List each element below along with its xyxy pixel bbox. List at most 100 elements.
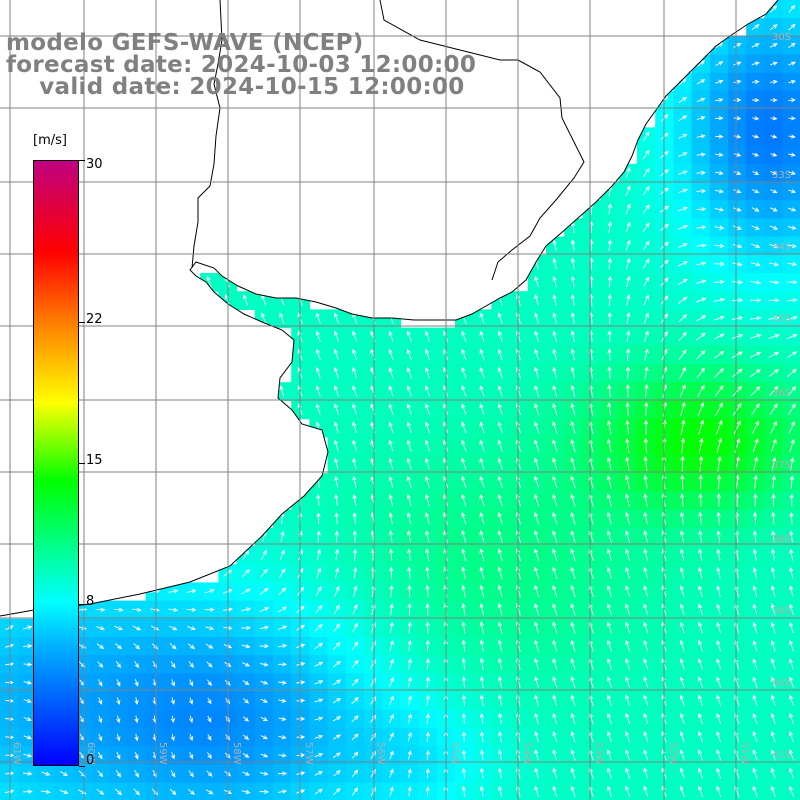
wind-arrow: [697, 401, 705, 417]
wind-arrow: [680, 401, 686, 417]
colorbar-tick-mark: [79, 160, 85, 161]
wind-arrow: [715, 79, 724, 84]
colorbar-tick-mark: [79, 604, 85, 605]
wind-arrow: [570, 348, 575, 361]
wind-arrow: [389, 768, 394, 778]
wind-arrow: [788, 79, 797, 84]
wind-arrow: [98, 733, 103, 742]
wind-arrow: [134, 697, 139, 706]
wind-arrow: [678, 78, 687, 86]
wind-arrow: [716, 511, 721, 525]
wind-arrow: [731, 316, 744, 321]
wind-arrow: [625, 694, 631, 707]
wind-arrow: [643, 676, 649, 688]
wind-arrow: [749, 351, 762, 358]
wind-arrow: [261, 549, 267, 560]
wind-arrow: [789, 621, 794, 634]
wind-arrow: [788, 694, 794, 707]
wind-arrow: [770, 134, 778, 139]
wind-arrow: [479, 312, 485, 324]
wind-arrow: [407, 768, 412, 778]
wind-arrow: [278, 753, 287, 758]
wind-arrow: [625, 239, 631, 251]
wind-arrow: [788, 23, 796, 31]
wind-arrow: [498, 767, 503, 779]
wind-arrow: [606, 657, 612, 670]
wind-arrow: [677, 224, 689, 230]
wind-arrow: [115, 770, 121, 778]
wind-arrow: [534, 312, 539, 324]
wind-arrow: [388, 348, 394, 361]
wind-arrow: [461, 385, 467, 397]
wind-arrow: [189, 752, 194, 760]
wind-arrow: [717, 455, 722, 472]
wind-arrow: [23, 735, 32, 740]
wind-arrow: [534, 366, 540, 379]
wind-arrow: [552, 511, 558, 525]
wind-arrow: [407, 602, 412, 616]
wind-arrow: [752, 639, 758, 652]
wind-arrow: [170, 733, 175, 742]
wind-arrow: [116, 697, 121, 705]
wind-arrow: [515, 530, 522, 543]
wind-arrow: [731, 298, 744, 303]
wind-arrow: [732, 243, 743, 249]
wind-arrow: [770, 585, 776, 597]
wind-arrow: [388, 548, 394, 561]
wind-arrow: [607, 420, 612, 435]
wind-arrow: [333, 330, 340, 343]
wind-arrow: [461, 676, 467, 688]
wind-arrow: [242, 662, 251, 667]
wind-arrow: [606, 767, 612, 779]
wind-arrow: [752, 676, 758, 688]
wind-arrow: [677, 188, 688, 194]
wind-arrow: [314, 624, 323, 632]
wind-speed-cell: [54, 782, 74, 800]
wind-arrow: [714, 243, 725, 249]
wind-arrow: [479, 457, 485, 470]
wind-arrow: [278, 771, 288, 776]
wind-arrow: [334, 439, 339, 452]
wind-arrow: [643, 437, 648, 454]
wind-arrow: [242, 752, 250, 758]
wind-arrow: [753, 456, 759, 471]
wind-arrow: [169, 788, 177, 796]
wind-arrow: [534, 439, 540, 452]
wind-arrow: [97, 661, 104, 668]
wind-arrow: [479, 657, 485, 670]
wind-arrow: [241, 569, 251, 578]
wind-arrow: [606, 584, 612, 598]
wind-arrow: [497, 657, 503, 670]
wind-arrow: [643, 749, 649, 761]
wind-arrow: [207, 679, 212, 687]
wind-arrow: [23, 662, 33, 667]
wind-arrow: [260, 568, 268, 578]
wind-arrow: [733, 79, 742, 84]
wind-arrow: [352, 348, 358, 361]
wind-arrow: [479, 403, 485, 415]
wind-arrow: [607, 348, 612, 361]
wind-arrow: [770, 548, 776, 561]
wind-arrow: [643, 294, 649, 306]
wind-arrow: [461, 767, 467, 779]
wind-arrow: [679, 767, 685, 779]
wind-arrow: [333, 385, 339, 397]
wind-arrow: [315, 403, 321, 415]
wind-arrow: [733, 61, 742, 66]
wind-arrow: [206, 770, 213, 777]
wind-arrow: [570, 749, 576, 761]
wind-arrow: [479, 602, 485, 616]
wind-arrow: [205, 789, 214, 795]
wind-arrow: [260, 735, 268, 740]
wind-arrow: [732, 385, 743, 397]
wind-arrow: [752, 134, 760, 139]
wind-arrow: [241, 625, 252, 631]
wind-speed-cell: [782, 618, 800, 638]
wind-arrow: [625, 785, 631, 798]
wind-arrow: [714, 189, 724, 194]
wind-arrow: [352, 421, 358, 434]
wind-arrow: [242, 680, 250, 686]
wind-arrow: [407, 749, 412, 760]
wind-arrow: [552, 366, 558, 379]
